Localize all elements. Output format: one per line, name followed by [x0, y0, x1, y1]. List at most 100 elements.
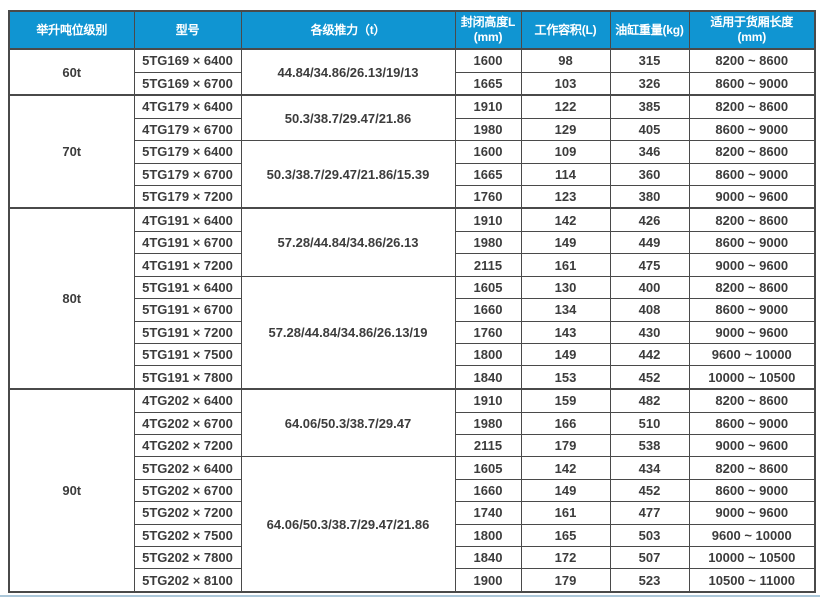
closed-height-cell: 1740 — [454, 501, 522, 525]
header-thrust-label: 各级推力（t） — [310, 22, 386, 37]
model-cell: 4TG191 × 6400 — [133, 207, 242, 233]
header-cargo-length: 适用于货厢长度 (mm) — [688, 10, 816, 50]
working-volume-cell: 98 — [520, 47, 611, 73]
cylinder-weight-cell: 475 — [609, 253, 690, 277]
cylinder-weight-cell: 507 — [609, 545, 690, 570]
cargo-length-cell: 8200 ~ 8600 — [688, 456, 816, 480]
header-model: 型号 — [133, 10, 242, 50]
model-cell: 5TG202 × 7200 — [133, 501, 242, 525]
cylinder-weight-cell: 477 — [609, 501, 690, 525]
closed-height-cell: 1980 — [454, 231, 522, 255]
working-volume-cell: 134 — [520, 298, 611, 322]
cylinder-weight-cell: 442 — [609, 343, 690, 367]
model-cell: 4TG179 × 6400 — [133, 94, 242, 119]
cargo-length-cell: 8200 ~ 8600 — [688, 387, 816, 413]
closed-height-cell: 1600 — [454, 47, 522, 73]
closed-height-cell: 1665 — [454, 71, 522, 96]
closed-height-cell: 1910 — [454, 207, 522, 233]
closed-height-cell: 1800 — [454, 523, 522, 547]
thrust-cell: 44.84/34.86/26.13/19/13 — [240, 47, 456, 96]
cylinder-weight-cell: 408 — [609, 298, 690, 322]
cargo-length-cell: 8600 ~ 9000 — [688, 411, 816, 435]
spec-row: 5TG191 × 7500 1800 149 442 9600 ~ 10000 — [9, 343, 816, 367]
tonnage-cell: 60t — [8, 47, 135, 96]
model-cell: 5TG191 × 7500 — [133, 343, 242, 367]
model-cell: 4TG202 × 6400 — [133, 387, 242, 413]
working-volume-cell: 179 — [520, 433, 611, 458]
cylinder-weight-cell: 360 — [609, 162, 690, 186]
cargo-length-cell: 8600 ~ 9000 — [688, 298, 816, 322]
cylinder-weight-cell: 430 — [609, 320, 690, 345]
cargo-length-cell: 8600 ~ 9000 — [688, 478, 816, 503]
spec-row: 4TG191 × 7200 2115 161 475 9000 ~ 9600 — [9, 253, 816, 277]
closed-height-cell: 1760 — [454, 320, 522, 345]
model-cell: 4TG202 × 7200 — [133, 433, 242, 458]
spec-row: 5TG202 × 6700 1660 149 452 8600 ~ 9000 — [9, 478, 816, 503]
closed-height-cell: 1660 — [454, 478, 522, 503]
model-cell: 5TG191 × 6400 — [133, 275, 242, 300]
closed-height-cell: 1910 — [454, 387, 522, 413]
cargo-length-cell: 8600 ~ 9000 — [688, 231, 816, 255]
model-cell: 5TG191 × 6700 — [133, 298, 242, 322]
closed-height-cell: 1800 — [454, 343, 522, 367]
spec-row: 5TG179 × 6700 1665 114 360 8600 ~ 9000 — [9, 162, 816, 186]
working-volume-cell: 143 — [520, 320, 611, 345]
thrust-cell: 50.3/38.7/29.47/21.86/15.39 — [240, 140, 456, 209]
model-cell: 5TG202 × 6700 — [133, 478, 242, 503]
spec-row: 5TG179 × 7200 1760 123 380 9000 ~ 9600 — [9, 184, 816, 209]
spec-row: 5TG202 × 8100 1900 179 523 10500 ~ 11000 — [9, 568, 816, 593]
spec-row: 5TG191 × 7800 1840 153 452 10000 ~ 10500 — [9, 365, 816, 390]
cylinder-weight-cell: 538 — [609, 433, 690, 458]
cargo-length-cell: 9600 ~ 10000 — [688, 343, 816, 367]
header-cargo-length-sub: (mm) — [737, 30, 767, 44]
thrust-cell: 57.28/44.84/34.86/26.13 — [240, 207, 456, 277]
spec-row: 5TG191 × 7200 1760 143 430 9000 ~ 9600 — [9, 320, 816, 345]
cargo-length-cell: 9600 ~ 10000 — [688, 523, 816, 547]
working-volume-cell: 130 — [520, 275, 611, 300]
header-closed-height: 封闭高度L (mm) — [454, 10, 522, 50]
cargo-length-cell: 10000 ~ 10500 — [688, 545, 816, 570]
closed-height-cell: 1840 — [454, 545, 522, 570]
cargo-length-cell: 8200 ~ 8600 — [688, 207, 816, 233]
model-cell: 5TG202 × 7500 — [133, 523, 242, 547]
cylinder-weight-cell: 449 — [609, 231, 690, 255]
thrust-cell: 57.28/44.84/34.86/26.13/19 — [240, 275, 456, 390]
bottom-divider — [0, 595, 820, 597]
header-cylinder-weight-label: 油缸重量(kg) — [615, 22, 684, 37]
cargo-length-cell: 8600 ~ 9000 — [688, 117, 816, 142]
cargo-length-cell: 9000 ~ 9600 — [688, 320, 816, 345]
cylinder-weight-cell: 405 — [609, 117, 690, 142]
model-cell: 5TG179 × 6700 — [133, 162, 242, 186]
cylinder-weight-cell: 452 — [609, 478, 690, 503]
cargo-length-cell: 8200 ~ 8600 — [688, 140, 816, 164]
working-volume-cell: 161 — [520, 501, 611, 525]
cylinder-weight-cell: 503 — [609, 523, 690, 547]
spec-row: 5TG202 × 7200 1740 161 477 9000 ~ 9600 — [9, 501, 816, 525]
model-cell: 5TG202 × 7800 — [133, 545, 242, 570]
header-cylinder-weight: 油缸重量(kg) — [609, 10, 690, 50]
closed-height-cell: 1840 — [454, 365, 522, 390]
thrust-cell: 64.06/50.3/38.7/29.47 — [240, 387, 456, 458]
working-volume-cell: 153 — [520, 365, 611, 390]
tonnage-cell: 90t — [8, 387, 135, 593]
header-model-label: 型号 — [175, 22, 200, 37]
working-volume-cell: 142 — [520, 207, 611, 233]
model-cell: 4TG179 × 6700 — [133, 117, 242, 142]
working-volume-cell: 149 — [520, 231, 611, 255]
model-cell: 5TG191 × 7200 — [133, 320, 242, 345]
header-closed-height-label: 封闭高度L — [460, 15, 516, 29]
closed-height-cell: 1900 — [454, 568, 522, 593]
model-cell: 5TG179 × 6400 — [133, 140, 242, 164]
closed-height-cell: 1980 — [454, 117, 522, 142]
model-cell: 5TG191 × 7800 — [133, 365, 242, 390]
header-working-volume-label: 工作容积(L) — [534, 22, 597, 37]
cylinder-weight-cell: 452 — [609, 365, 690, 390]
header-cargo-length-label: 适用于货厢长度 — [710, 15, 794, 29]
thrust-cell: 50.3/38.7/29.47/21.86 — [240, 94, 456, 142]
spec-row: 4TG202 × 7200 2115 179 538 9000 ~ 9600 — [9, 433, 816, 458]
closed-height-cell: 2115 — [454, 433, 522, 458]
cylinder-weight-cell: 482 — [609, 387, 690, 413]
cargo-length-cell: 10000 ~ 10500 — [688, 365, 816, 390]
closed-height-cell: 1665 — [454, 162, 522, 186]
